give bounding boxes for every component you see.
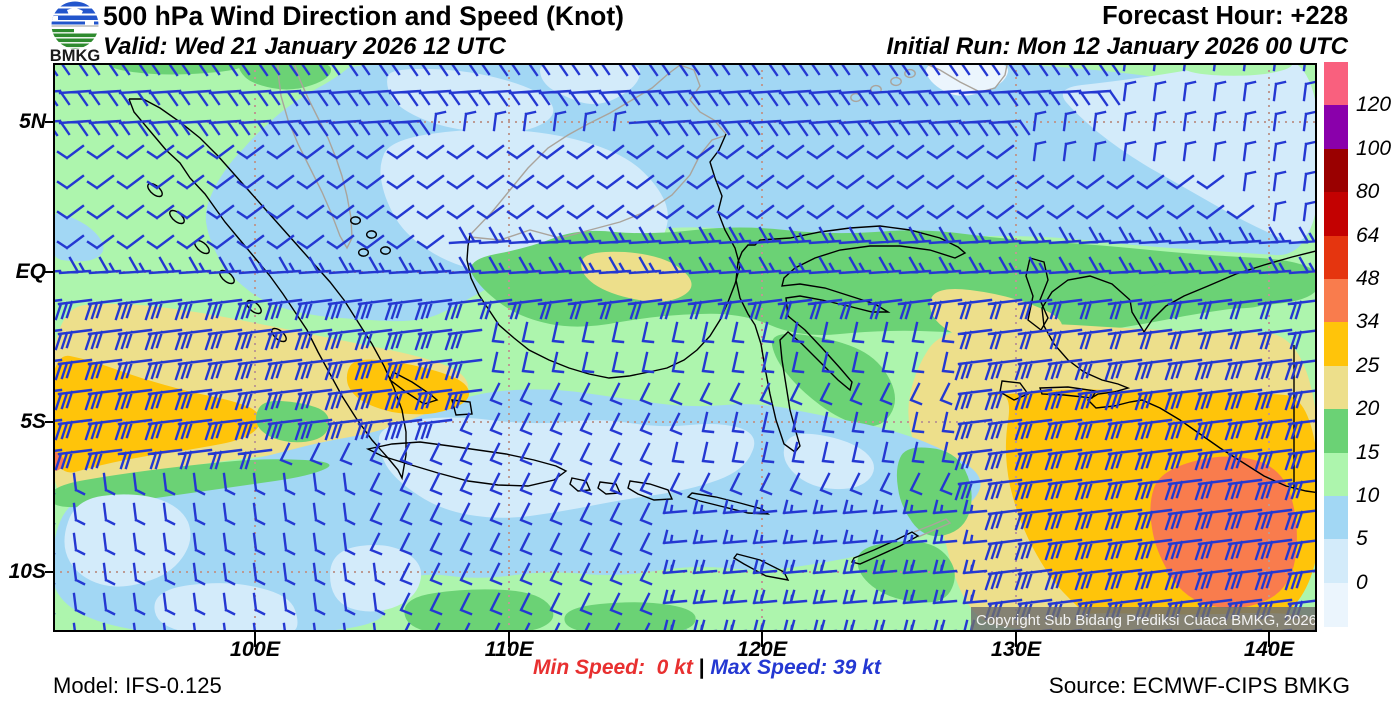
svg-text:Copyright Sub Bidang Prediksi: Copyright Sub Bidang Prediksi Cuaca BMKG… bbox=[976, 612, 1317, 629]
svg-text:BMKG: BMKG bbox=[50, 47, 100, 64]
